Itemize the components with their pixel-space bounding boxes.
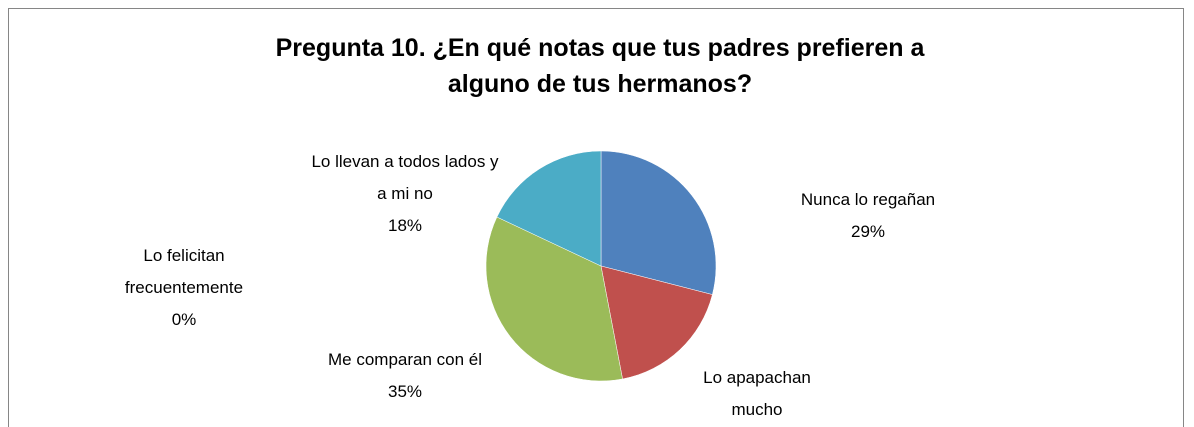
data-label: Me comparan con él 35% xyxy=(298,344,513,408)
pie-slice xyxy=(600,150,717,295)
data-label: Lo felicitan frecuentemente 0% xyxy=(104,240,264,336)
slice-name: Lo apapachan mucho xyxy=(703,368,811,419)
pie-slice xyxy=(485,216,623,382)
pie-slice xyxy=(600,265,713,380)
slice-name: Me comparan con él xyxy=(327,350,483,369)
slice-percent: 29% xyxy=(850,222,886,241)
pie-slice xyxy=(496,150,602,267)
slice-name: Lo felicitan frecuentemente xyxy=(124,246,244,297)
chart-title: Pregunta 10. ¿En qué notas que tus padre… xyxy=(275,34,925,98)
data-label: Nunca lo regañan 29% xyxy=(768,184,968,248)
chart-frame xyxy=(8,8,1184,427)
slice-name: Lo llevan a todos lados y a mi no xyxy=(311,152,499,203)
data-label: Lo apapachan mucho xyxy=(687,362,827,426)
slice-percent: 35% xyxy=(387,382,423,401)
slice-name: Nunca lo regañan xyxy=(800,190,936,209)
slice-percent: 0% xyxy=(171,310,197,329)
data-label: Lo llevan a todos lados y a mi no 18% xyxy=(310,146,500,242)
slice-percent: 18% xyxy=(387,216,423,235)
